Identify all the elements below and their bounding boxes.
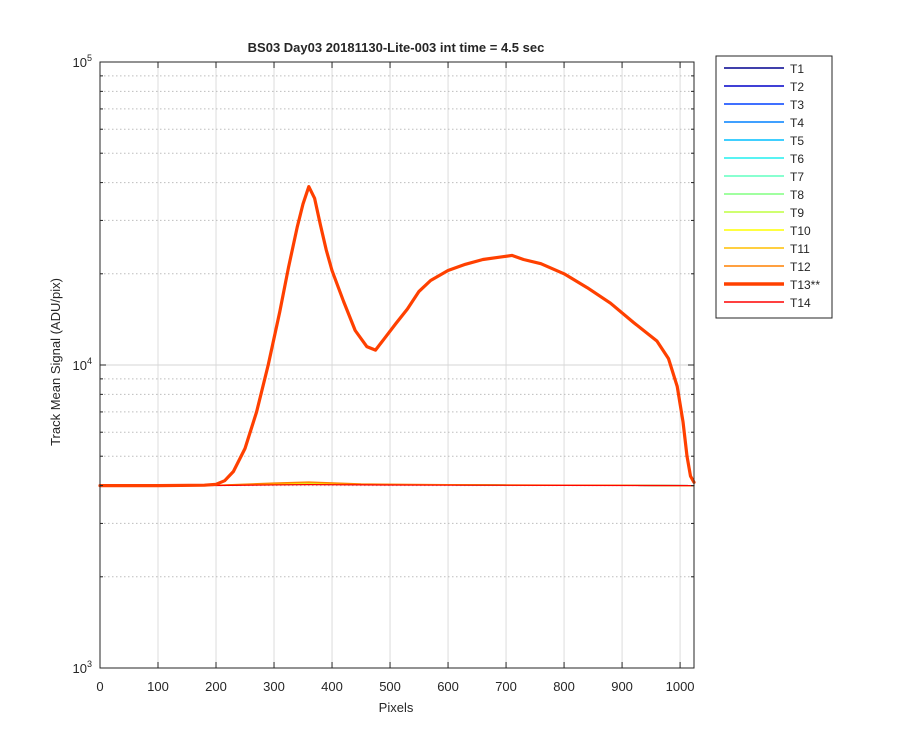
legend-label-t10: T10 xyxy=(790,224,811,238)
x-tick-label: 0 xyxy=(96,679,103,694)
series-line-t13 xyxy=(98,185,696,488)
x-axis-label: Pixels xyxy=(379,700,414,715)
legend-label-t6: T6 xyxy=(790,152,804,166)
legend-label-t4: T4 xyxy=(790,116,804,130)
legend-label-t1: T1 xyxy=(790,62,804,76)
chart-title: BS03 Day03 20181130-Lite-003 int time = … xyxy=(248,40,545,55)
x-tick-label: 600 xyxy=(437,679,459,694)
legend-label-t3: T3 xyxy=(790,98,804,112)
x-tick-label: 700 xyxy=(495,679,517,694)
y-tick-label: 103 xyxy=(73,659,92,676)
axis-ticks: 0 100 200 300 400 500 600 700 800 900 1000 103 104 10… xyxy=(73,53,695,694)
series-line-t14 xyxy=(99,484,695,487)
x-tick-label: 1000 xyxy=(666,679,695,694)
legend-label-t13: T13** xyxy=(790,278,820,292)
y-tick-label: 104 xyxy=(73,356,92,373)
legend-label-t2: T2 xyxy=(790,80,804,94)
grid xyxy=(100,62,694,668)
legend-label-t8: T8 xyxy=(790,188,804,202)
x-tick-label: 800 xyxy=(553,679,575,694)
legend-label-t14: T14 xyxy=(790,296,811,310)
legend-box xyxy=(715,55,833,319)
legend: T1 T2 T3 T4 T5 T6 T7 T8 T9 T10 T11 T12 T13** T14 xyxy=(715,55,833,319)
x-tick-label: 200 xyxy=(205,679,227,694)
x-tick-label: 900 xyxy=(611,679,633,694)
x-tick-label: 400 xyxy=(321,679,343,694)
x-tick-label: 500 xyxy=(379,679,401,694)
legend-label-t5: T5 xyxy=(790,134,804,148)
series-layer xyxy=(98,185,696,488)
legend-label-t12: T12 xyxy=(790,260,811,274)
legend-label-t11: T11 xyxy=(790,242,810,256)
legend-label-t9: T9 xyxy=(790,206,804,220)
y-axis-label: Track Mean Signal (ADU/pix) xyxy=(48,278,63,446)
x-tick-label: 100 xyxy=(147,679,169,694)
x-tick-label: 300 xyxy=(263,679,285,694)
legend-label-t7: T7 xyxy=(790,170,804,184)
y-tick-label: 105 xyxy=(73,53,92,70)
